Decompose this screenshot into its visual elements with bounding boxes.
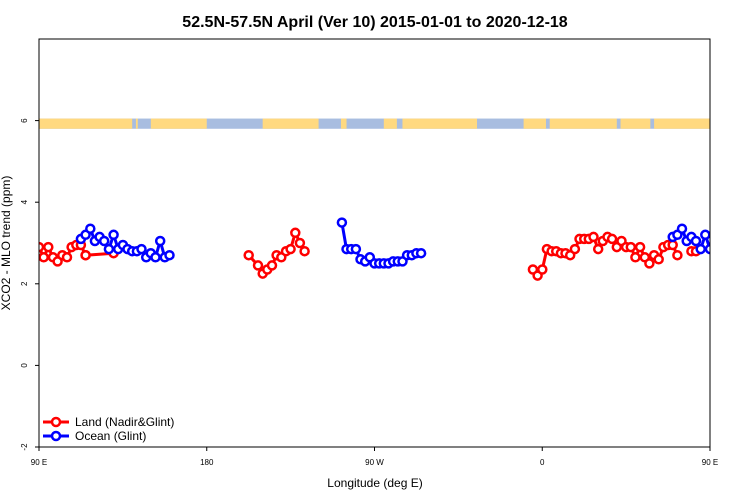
data-point-land [243, 249, 254, 261]
legend: Land (Nadir&Glint)Ocean (Glint) [43, 415, 174, 443]
data-point-ocean [415, 247, 427, 259]
legend-swatch-marker [50, 416, 62, 428]
data-point-land [39, 252, 49, 263]
data-point-land [630, 252, 641, 263]
data-point-ocean [103, 243, 115, 255]
land-band-2 [150, 118, 207, 129]
plot-area [38, 38, 711, 448]
x-tick-label: 0 [540, 458, 545, 467]
legend-label: Land (Nadir&Glint) [75, 415, 174, 429]
land-band-4 [340, 118, 347, 129]
land-band-5 [383, 118, 397, 129]
data-point-land [634, 241, 646, 253]
data-point-ocean [700, 229, 710, 241]
x-tick-label: 90 E [31, 458, 47, 467]
data-point-land [588, 231, 599, 243]
data-point-ocean [676, 223, 688, 234]
data-point-land [294, 237, 306, 249]
data-point-ocean [108, 229, 119, 241]
data-point-land [299, 245, 310, 257]
data-point-ocean [150, 252, 161, 263]
y-tick-label: -2 [20, 443, 29, 451]
data-point-land [592, 243, 604, 255]
data-point-land [606, 233, 618, 245]
x-tick-label: 180 [200, 458, 214, 467]
data-point-ocean [136, 243, 147, 255]
data-point-ocean [704, 243, 710, 255]
legend-swatch-marker [50, 430, 62, 442]
land-band-10 [654, 118, 710, 129]
land-band-7 [523, 118, 546, 129]
y-tick-label: 4 [20, 199, 29, 204]
data-point-ocean [690, 235, 702, 247]
data-point-land [266, 260, 278, 271]
data-point-land [39, 241, 45, 253]
legend-item-land: Land (Nadir&Glint) [43, 415, 174, 429]
data-point-land [285, 243, 296, 255]
land-band-0 [39, 118, 133, 129]
legend-label: Ocean (Glint) [75, 429, 146, 443]
data-point-ocean [85, 223, 96, 234]
data-point-ocean [336, 217, 348, 228]
land-band-1 [135, 118, 138, 129]
y-tick-label: 6 [20, 118, 29, 123]
data-point-ocean [98, 235, 110, 247]
ocean-band [39, 118, 710, 129]
data-point-ocean [695, 243, 706, 255]
data-point-ocean [154, 235, 166, 247]
y-axis: -2 0 2 4 6 [20, 118, 39, 451]
x-tick-label: 90 E [702, 458, 718, 467]
x-axis-label: Longitude (deg E) [327, 476, 422, 490]
y-tick-label: 2 [20, 281, 29, 286]
land-band-6 [402, 118, 478, 129]
land-band-9 [620, 118, 651, 129]
data-point-land [653, 254, 664, 265]
data-point-ocean [164, 249, 175, 261]
land-ocean-strip [39, 118, 710, 129]
chart-title: 52.5N-57.5N April (Ver 10) 2015-01-01 to… [182, 14, 568, 31]
data-point-ocean [350, 243, 362, 255]
land-band-3 [262, 118, 319, 129]
data-point-land [644, 258, 655, 269]
data-point-land [672, 249, 683, 261]
data-point-land [80, 249, 91, 261]
x-tick-label: 90 W [365, 458, 384, 467]
data-point-land [625, 241, 637, 253]
data-point-land [290, 227, 301, 239]
data-point-land [537, 264, 548, 275]
data-point-land [43, 241, 54, 253]
series-land [39, 227, 702, 281]
data-point-land [569, 243, 581, 255]
data-point-land [61, 252, 73, 263]
data-point-land [252, 260, 264, 271]
series-layer [39, 217, 710, 281]
y-tick-label: 0 [20, 363, 29, 368]
land-band-8 [549, 118, 617, 129]
x-axis: 90 E 180 90 W 0 90 E [31, 447, 718, 467]
data-point-land [667, 239, 678, 251]
legend-item-ocean: Ocean (Glint) [43, 429, 146, 443]
series-ocean [75, 217, 710, 269]
y-axis-label: XCO2 - MLO trend (ppm) [0, 176, 13, 311]
